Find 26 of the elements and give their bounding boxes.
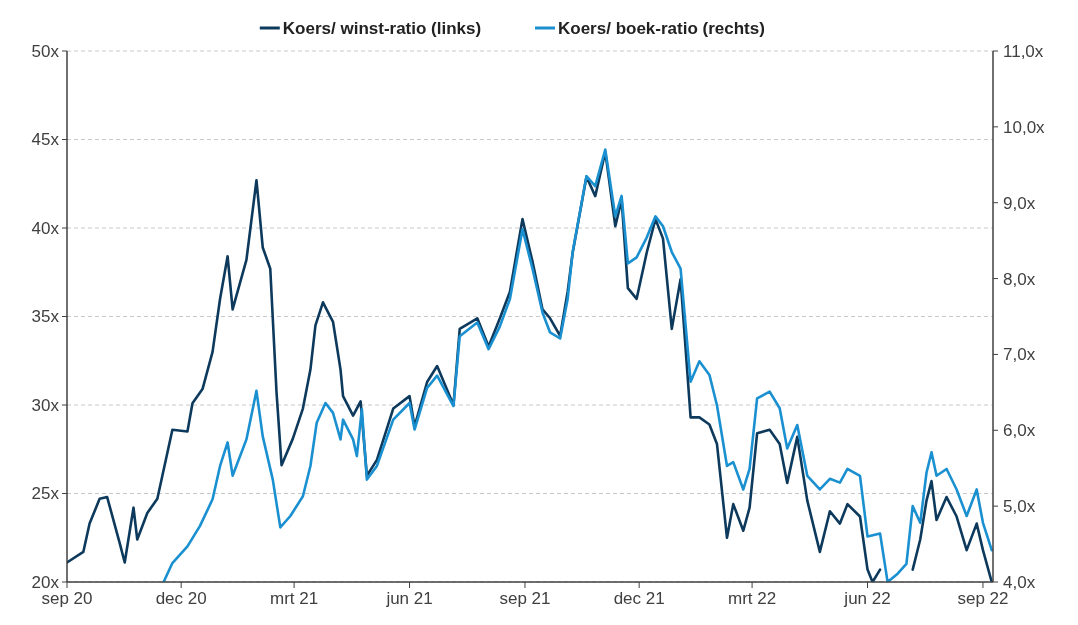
y2-tick-label: 11,0x (1003, 41, 1044, 61)
legend-label: Koers/ winst-ratio (links) (282, 18, 482, 38)
x-tick-label: dec 21 (613, 589, 665, 608)
y2-tick-label: 8,0x (1003, 269, 1036, 289)
y-tick-label: 20x (31, 572, 60, 592)
x-tick-label: jun 22 (843, 589, 891, 608)
y2-tick-label: 10,0x (1003, 117, 1046, 137)
x-tick-label: sep 21 (499, 589, 551, 608)
y2-tick-label: 9,0x (1003, 193, 1036, 213)
y2-tick-label: 7,0x (1003, 345, 1036, 365)
x-tick-label: sep 22 (957, 589, 1009, 608)
y2-tick-label: 5,0x (1003, 497, 1036, 517)
y2-tick-label: 4,0x (1003, 572, 1036, 592)
y-tick-label: 50x (31, 41, 60, 61)
y2-tick-label: 6,0x (1003, 421, 1036, 441)
y-tick-label: 45x (31, 130, 60, 150)
legend-label: Koers/ boek-ratio (rechts) (558, 18, 765, 38)
x-tick-label: dec 20 (155, 589, 207, 608)
x-tick-label: jun 21 (385, 589, 433, 608)
y-tick-label: 30x (31, 395, 60, 415)
x-tick-label: mrt 21 (270, 589, 319, 608)
y-tick-label: 40x (31, 218, 60, 238)
y-tick-label: 35x (31, 307, 60, 327)
x-tick-label: sep 20 (41, 589, 93, 608)
y-tick-label: 25x (31, 484, 60, 504)
x-tick-label: mrt 22 (728, 589, 777, 608)
